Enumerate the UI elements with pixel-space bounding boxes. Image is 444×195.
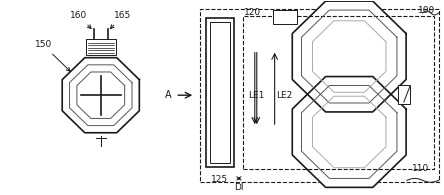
Text: 100: 100 xyxy=(418,6,436,15)
Bar xyxy=(200,9,439,182)
Bar xyxy=(273,10,297,24)
Text: LE1: LE1 xyxy=(249,91,265,100)
Text: LE2: LE2 xyxy=(277,91,293,100)
Bar xyxy=(243,16,434,169)
Text: A: A xyxy=(165,90,172,100)
Text: 165: 165 xyxy=(111,11,131,29)
Text: 110: 110 xyxy=(412,164,429,173)
Polygon shape xyxy=(292,77,406,187)
Text: 160: 160 xyxy=(70,11,91,29)
Text: DI: DI xyxy=(234,183,244,192)
Bar xyxy=(206,18,234,167)
Bar xyxy=(210,22,230,163)
Polygon shape xyxy=(292,1,406,112)
Text: 125: 125 xyxy=(211,176,229,184)
Bar xyxy=(398,85,410,104)
Text: 120: 120 xyxy=(244,8,262,17)
Polygon shape xyxy=(62,58,139,133)
Text: 150: 150 xyxy=(35,40,70,71)
Bar xyxy=(86,39,116,55)
